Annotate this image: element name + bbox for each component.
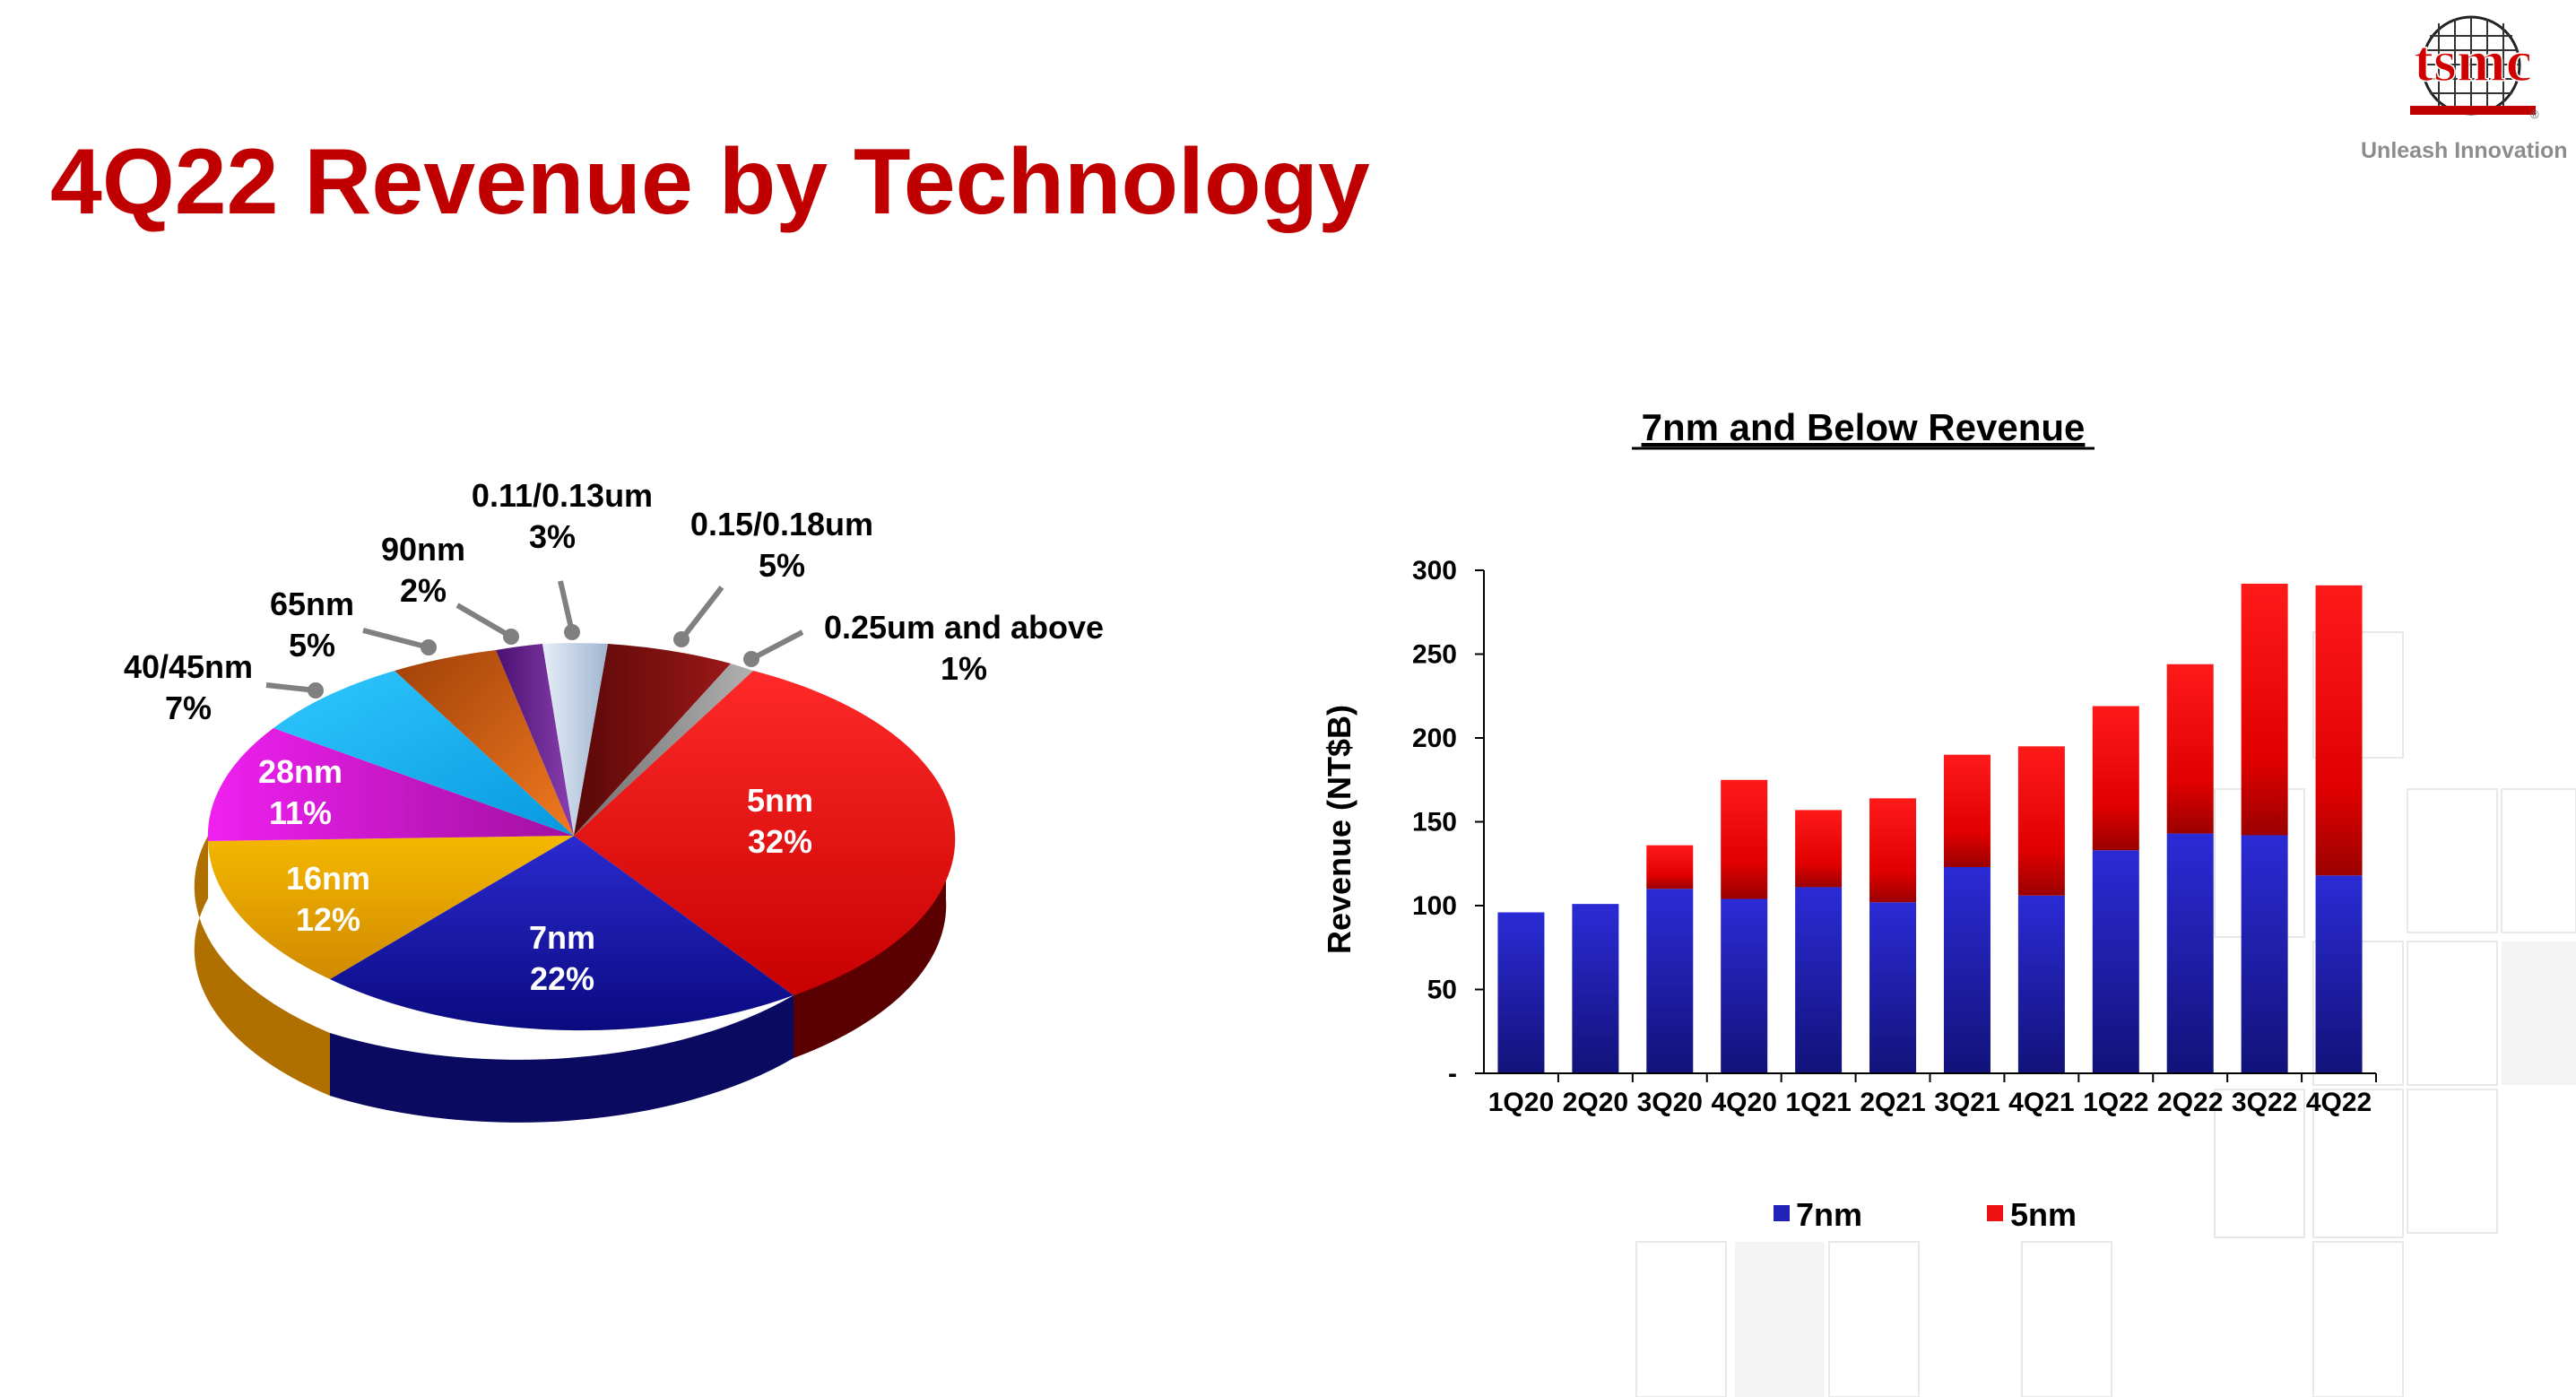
background-tile-grid: [1635, 631, 2576, 1397]
bar-7nm-2Q22: [2166, 833, 2214, 1073]
pie-slice-65nm: [395, 650, 574, 836]
pie-depth: [194, 836, 947, 1123]
pie-label-90nm: 90nm: [381, 531, 465, 568]
pie-value-16nm: 12%: [296, 901, 360, 938]
bar-7nm-1Q20: [1497, 912, 1545, 1073]
pie-slice-7nm: [330, 836, 794, 1031]
pie-label-0-15-0-18um: 0.15/0.18um: [690, 506, 873, 542]
pie-value-7nm: 22%: [530, 960, 594, 997]
x-tick-label: 2Q21: [1860, 1088, 1925, 1117]
bar-5nm-2Q22: [2166, 664, 2214, 834]
x-tick-label: 1Q20: [1488, 1088, 1554, 1117]
bar-chart-title: 7nm and Below Revenue: [1642, 406, 2086, 448]
x-tick-label: 4Q22: [2306, 1088, 2372, 1117]
pie-label-65nm: 65nm: [270, 586, 354, 622]
bar-5nm-3Q21: [1943, 754, 1991, 867]
registered-mark: ®: [2530, 108, 2539, 121]
pie-slice-40-45nm: [273, 671, 574, 836]
y-axis-label: Revenue (NT$B): [1321, 705, 1357, 954]
bar-7nm-2Q21: [1869, 902, 1917, 1073]
pie-slice-16nm: [208, 836, 574, 979]
y-tick-label: 100: [1412, 891, 1457, 921]
pie-leader-lines: [265, 580, 804, 698]
bar-7nm-4Q20: [1721, 898, 1768, 1073]
bar-5nm-4Q22: [2315, 585, 2363, 876]
bar-series: [1497, 583, 2363, 1073]
bar-5nm-3Q22: [2241, 583, 2288, 836]
x-tick-label: 1Q21: [1785, 1088, 1851, 1117]
pie-slice-0-11-0-13um: [542, 643, 608, 836]
pie-value-28nm: 11%: [269, 794, 332, 831]
bar-7nm-3Q20: [1646, 889, 1694, 1073]
bar-7nm-4Q22: [2315, 875, 2363, 1073]
pie-value-90nm: 2%: [400, 572, 447, 609]
pie-label-0-11-0-13um: 0.11/0.13um: [472, 477, 653, 514]
y-tick-label: 300: [1412, 556, 1457, 586]
seven-nm-and-below-bar-chart: 7nm and Below Revenue Revenue (NT$B) - 50…: [1321, 406, 2377, 1233]
x-tick-label: 1Q22: [2083, 1088, 2148, 1117]
pie-top: [207, 643, 956, 1031]
bar-7nm-3Q22: [2241, 835, 2288, 1073]
bar-5nm-4Q20: [1721, 779, 1768, 899]
page-title: 4Q22 Revenue by Technology: [50, 130, 1370, 234]
legend-label-5nm: 5nm: [2010, 1196, 2077, 1233]
pie-slice-0-25um-and-above: [574, 664, 753, 836]
pie-label-7nm: 7nm: [529, 919, 595, 956]
bar-7nm-1Q22: [2092, 850, 2139, 1073]
bar-5nm-4Q21: [2017, 746, 2065, 896]
pie-value-0-25um-and-above: 1%: [941, 650, 987, 687]
x-tick-label: 2Q20: [1563, 1088, 1628, 1117]
y-axis-ticks: - 50 100 150 200 250 300: [1412, 556, 1484, 1089]
bar-7nm-1Q21: [1795, 887, 1843, 1073]
x-axis-ticks: 1Q20 2Q20 3Q20 4Q20 1Q21 2Q21 3Q21 4Q21 1Q22 2Q22…: [1488, 1073, 2377, 1117]
bar-5nm-1Q22: [2092, 706, 2139, 851]
legend-label-7nm: 7nm: [1796, 1196, 1862, 1233]
x-tick-label: 4Q21: [2008, 1088, 2074, 1117]
pie-value-0-11-0-13um: 3%: [529, 518, 576, 555]
legend-swatch-5nm: [1987, 1205, 2003, 1221]
tagline: Unleash Innovation: [2361, 138, 2568, 163]
pie-value-65nm: 5%: [289, 627, 335, 664]
x-tick-label: 4Q20: [1712, 1088, 1777, 1117]
pie-slice-0-15-0-18um: [574, 644, 731, 836]
bar-5nm-2Q21: [1869, 798, 1917, 903]
y-tick-label: 150: [1412, 808, 1457, 837]
x-tick-label: 3Q21: [1934, 1088, 1999, 1117]
pie-slice-5nm: [574, 671, 956, 995]
y-tick-label: 250: [1412, 640, 1457, 670]
x-tick-label: 3Q22: [2232, 1088, 2297, 1117]
tsmc-logo: tsmc ®: [2410, 15, 2539, 121]
technology-pie-chart: 0.11/0.13um 3% 0.15/0.18um 5% 0.25um and…: [124, 477, 1104, 1123]
pie-label-5nm: 5nm: [747, 782, 813, 819]
pie-label-40-45nm: 40/45nm: [124, 648, 253, 685]
y-tick-label: 50: [1427, 976, 1457, 1005]
pie-slice-28nm: [207, 728, 575, 841]
pie-label-16nm: 16nm: [286, 860, 370, 897]
pie-label-0-25um-and-above: 0.25um and above: [824, 609, 1104, 646]
x-tick-label: 3Q20: [1637, 1088, 1703, 1117]
bar-5nm-1Q21: [1795, 810, 1843, 888]
logo-wordmark: tsmc: [2414, 29, 2532, 94]
pie-label-28nm: 28nm: [258, 753, 343, 790]
x-tick-label: 2Q22: [2157, 1088, 2223, 1117]
bar-5nm-3Q20: [1646, 845, 1694, 889]
y-tick-label: 200: [1412, 724, 1457, 753]
pie-value-5nm: 32%: [748, 823, 812, 860]
legend-swatch-7nm: [1774, 1205, 1790, 1221]
y-tick-label: -: [1448, 1059, 1457, 1089]
chart-legend: 7nm 5nm: [1774, 1196, 2077, 1233]
pie-value-40-45nm: 7%: [165, 690, 212, 726]
pie-slice-90nm: [496, 644, 574, 836]
bar-7nm-2Q20: [1572, 904, 1619, 1073]
bar-7nm-4Q21: [2017, 895, 2065, 1073]
bar-7nm-3Q21: [1943, 866, 1991, 1073]
pie-value-0-15-0-18um: 5%: [759, 547, 805, 584]
